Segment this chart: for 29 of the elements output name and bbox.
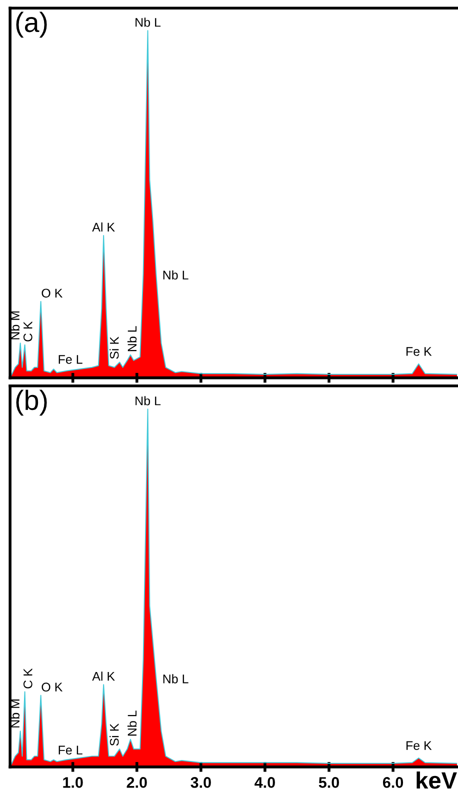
chart-title: (a) [16, 12, 47, 38]
annotation: Nb L [163, 270, 188, 280]
annotation: C K [23, 321, 32, 342]
annotation: Nb L [136, 18, 161, 27]
annotation: O K [42, 682, 63, 692]
x-tick-label: 4.0 [254, 777, 275, 788]
annotation: Nb L [127, 710, 137, 736]
annotation: Nb M [10, 311, 20, 340]
annotation: Fe K [406, 347, 432, 356]
x-tick-label: 3.0 [190, 777, 211, 788]
annotation: Si K [110, 336, 119, 359]
annotation: Fe K [406, 741, 432, 750]
chart-title: (b) [16, 390, 47, 416]
annotation: O K [42, 288, 63, 298]
x-tick-label: 1.0 [63, 777, 83, 788]
x-axis-title: keV [416, 771, 457, 789]
annotation: Fe L [58, 355, 82, 364]
annotation: C K [23, 668, 32, 688]
annotation: Nb L [163, 674, 188, 684]
annotation: Al K [92, 672, 115, 681]
annotation: Fe L [58, 746, 82, 755]
annotation: Al K [92, 222, 115, 232]
annotation: Si K [110, 723, 119, 746]
annotation: Nb L [136, 396, 161, 406]
annotation: Nb L [127, 326, 137, 352]
annotation: Nb M [10, 700, 20, 728]
x-tick-label: 5.0 [318, 777, 339, 788]
x-tick-label: 2.0 [126, 777, 147, 788]
x-tick-label: 6.0 [382, 777, 404, 788]
